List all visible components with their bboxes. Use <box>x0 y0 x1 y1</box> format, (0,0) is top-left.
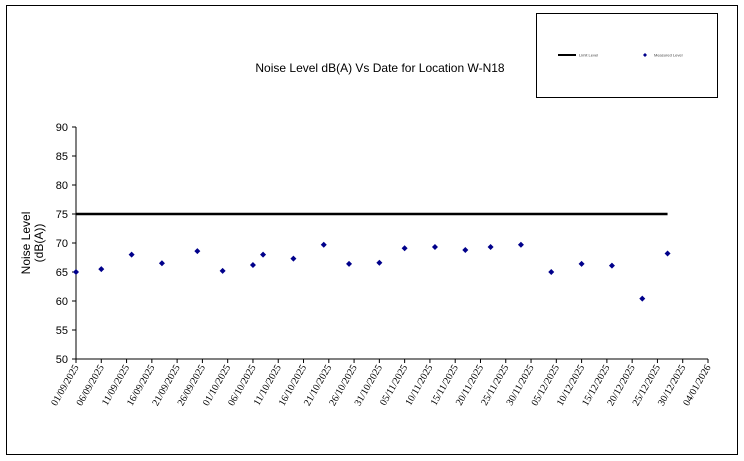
data-point <box>346 260 353 267</box>
data-point <box>249 262 256 269</box>
data-point <box>548 269 555 275</box>
y-tick-label: 90 <box>56 122 68 134</box>
data-point <box>320 241 327 248</box>
data-point <box>219 267 226 274</box>
y-tick-label: 70 <box>56 238 68 250</box>
data-point <box>73 269 79 275</box>
data-point <box>194 248 201 255</box>
y-tick-label: 60 <box>56 296 68 308</box>
y-tick-label: 85 <box>56 151 68 163</box>
data-point <box>431 244 438 251</box>
data-point <box>260 251 267 258</box>
data-point <box>578 260 585 267</box>
data-point <box>290 255 297 262</box>
y-tick-label: 55 <box>56 325 68 337</box>
legend-swatch <box>643 53 647 57</box>
y-tick-label: 75 <box>56 209 68 221</box>
data-point <box>664 250 671 257</box>
legend-label: Measured Level <box>654 53 683 58</box>
data-point <box>462 246 469 253</box>
y-tick-label: 50 <box>56 354 68 366</box>
chart-title: Noise Level dB(A) Vs Date for Location W… <box>255 61 505 75</box>
y-tick-label: 80 <box>56 180 68 192</box>
data-point <box>98 266 105 273</box>
data-point <box>128 251 135 258</box>
data-point <box>639 295 646 302</box>
data-point <box>487 244 494 251</box>
data-point <box>517 241 524 248</box>
y-axis-label: Noise Level(dB(A)) <box>19 212 46 275</box>
y-tick-label: 65 <box>56 267 68 279</box>
legend-label: Limit Level <box>579 53 598 58</box>
data-point <box>401 245 408 252</box>
data-point <box>608 262 615 269</box>
data-point <box>376 259 383 266</box>
data-point <box>158 260 165 267</box>
